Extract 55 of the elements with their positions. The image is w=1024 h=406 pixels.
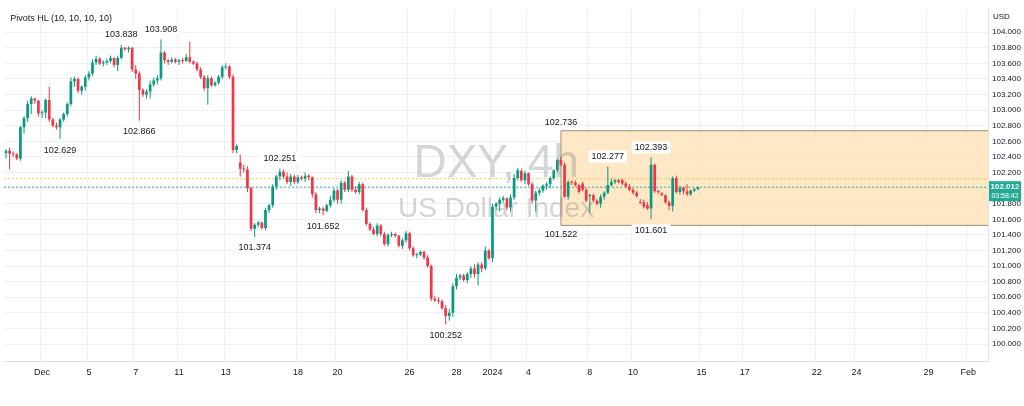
annotation: 101.374 bbox=[238, 242, 271, 253]
y-tick-label: 101.200 bbox=[992, 245, 1022, 255]
x-tick-label: 28 bbox=[451, 367, 462, 378]
x-tick-label: 22 bbox=[811, 367, 822, 378]
x-tick-label: 18 bbox=[292, 367, 303, 378]
y-tick-label: 100.000 bbox=[992, 339, 1022, 349]
y-tick-label: 103.800 bbox=[992, 42, 1022, 52]
annotation: 101.601 bbox=[634, 224, 668, 235]
annotation: 102.736 bbox=[544, 117, 578, 128]
y-tick-label: 100.200 bbox=[992, 323, 1022, 333]
y-tick-label: 103.000 bbox=[992, 105, 1022, 115]
y-tick-label: 102.400 bbox=[992, 152, 1022, 162]
y-tick-label: 102.200 bbox=[992, 167, 1022, 177]
x-tick-label: 10 bbox=[628, 367, 639, 378]
x-tick-label: 5 bbox=[86, 367, 92, 378]
y-tick-label: 100.400 bbox=[992, 308, 1022, 318]
y-axis-title: USD bbox=[993, 12, 1011, 21]
x-tick-label: 20 bbox=[332, 367, 343, 378]
ref-line-label: 102.012 bbox=[990, 182, 1021, 192]
annotation: 102.251 bbox=[263, 153, 297, 164]
annotation: 102.866 bbox=[123, 126, 156, 137]
x-tick-label: 26 bbox=[404, 367, 415, 378]
y-tick-label: 101.400 bbox=[992, 230, 1022, 240]
annotation: Pivots HL (10, 10, 10, 10) bbox=[10, 12, 112, 23]
y-tick-label: 103.600 bbox=[992, 58, 1022, 68]
x-tick-label: 17 bbox=[739, 367, 750, 378]
x-tick-label: Feb bbox=[960, 367, 976, 378]
y-tick-label: 103.200 bbox=[992, 89, 1022, 99]
x-tick-label: 2024 bbox=[482, 367, 503, 378]
y-tick-label: 104.000 bbox=[992, 27, 1022, 37]
annotation: 102.393 bbox=[634, 141, 668, 152]
y-tick-label: 100.600 bbox=[992, 292, 1022, 302]
annotation: 101.652 bbox=[306, 220, 340, 231]
annotation: 100.252 bbox=[429, 329, 462, 340]
annotation: 102.629 bbox=[43, 144, 77, 155]
x-tick-label: 11 bbox=[174, 367, 184, 378]
annotation: 103.838 bbox=[105, 29, 138, 40]
x-tick-label: 15 bbox=[696, 367, 707, 378]
x-tick-label: 8 bbox=[587, 367, 593, 378]
y-tick-label: 102.800 bbox=[992, 120, 1022, 130]
annotation: 102.277 bbox=[591, 151, 625, 162]
x-tick-label: 29 bbox=[923, 367, 934, 378]
y-tick-label: 101.800 bbox=[992, 198, 1022, 208]
x-tick-label: 4 bbox=[526, 367, 532, 378]
y-tick-label: 100.800 bbox=[992, 276, 1022, 286]
y-tick-label: 101.000 bbox=[992, 261, 1022, 271]
x-tick-label: 24 bbox=[851, 367, 862, 378]
x-tick-label: Dec bbox=[34, 367, 51, 378]
y-tick-label: 101.600 bbox=[992, 214, 1022, 224]
y-tick-label: 102.600 bbox=[992, 136, 1022, 146]
x-tick-label: 7 bbox=[133, 367, 139, 378]
annotation: 103.908 bbox=[144, 23, 178, 34]
x-tick-label: 13 bbox=[220, 367, 231, 378]
annotation: 101.522 bbox=[544, 228, 578, 239]
y-tick-label: 103.400 bbox=[992, 74, 1022, 84]
